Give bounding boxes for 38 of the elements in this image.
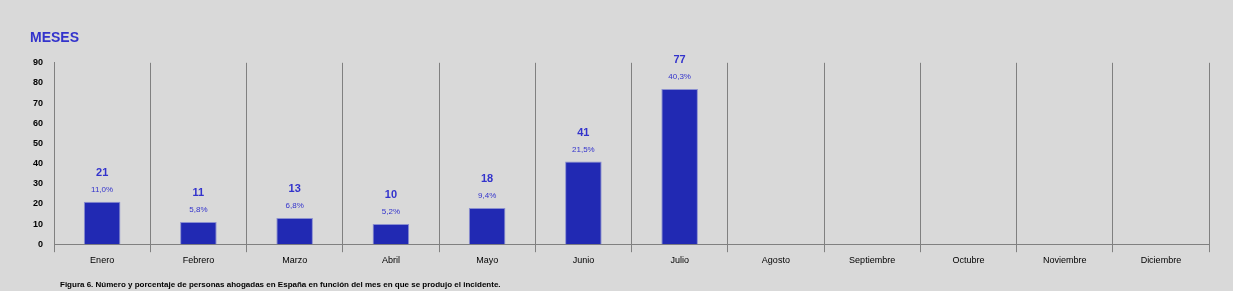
x-tick-label: Diciembre — [1140, 255, 1182, 266]
annotation: 6,8% — [285, 201, 304, 210]
y-tick-label: 90 — [33, 57, 44, 68]
annotation: 5,8% — [189, 205, 208, 215]
x-tick-label: Octubre — [952, 255, 985, 266]
annotation: 40,3% — [668, 72, 691, 81]
annotation: 5,2% — [381, 207, 400, 217]
y-tick-label: 10 — [33, 218, 44, 229]
annotation: 11,0% — [91, 184, 114, 194]
y-tick-label: 30 — [33, 178, 44, 189]
x-tick-label: Marzo — [282, 255, 308, 266]
y-tick-label: 60 — [33, 117, 44, 128]
data-label: 21 — [96, 165, 109, 178]
x-tick-label: Septiembre — [849, 255, 896, 266]
data-label: 18 — [481, 171, 494, 184]
data-label: 77 — [673, 53, 686, 65]
data-label: 13 — [288, 182, 301, 194]
x-tick-label: Julio — [670, 255, 689, 266]
x-tick-label: Enero — [90, 255, 115, 266]
y-tick-label: 20 — [33, 198, 44, 209]
chart-title: MESES — [30, 29, 80, 46]
x-tick-label: Febrero — [182, 255, 215, 266]
x-tick-label: Noviembre — [1042, 255, 1087, 266]
y-tick-label: 70 — [33, 97, 44, 108]
y-tick-label: 0 — [38, 238, 44, 249]
text: Figura 6. Número y porcentaje de personas ahogadas en España en función del mes en que se produjo el incidente. — [60, 280, 501, 289]
x-tick-label: Junio — [572, 255, 595, 266]
y-tick-label: 50 — [33, 137, 44, 148]
x-tick-label: Abril — [381, 255, 400, 266]
x-tick-label: Agosto — [761, 255, 790, 266]
annotation: 9,4% — [478, 190, 497, 200]
annotation: 21,5% — [572, 144, 595, 154]
x-tick-label: Mayo — [476, 255, 499, 266]
data-label: 41 — [577, 125, 590, 138]
y-tick-label: 80 — [33, 77, 44, 88]
data-label: 10 — [384, 188, 398, 201]
y-tick-label: 40 — [33, 158, 44, 169]
data-label: 11 — [192, 186, 205, 199]
